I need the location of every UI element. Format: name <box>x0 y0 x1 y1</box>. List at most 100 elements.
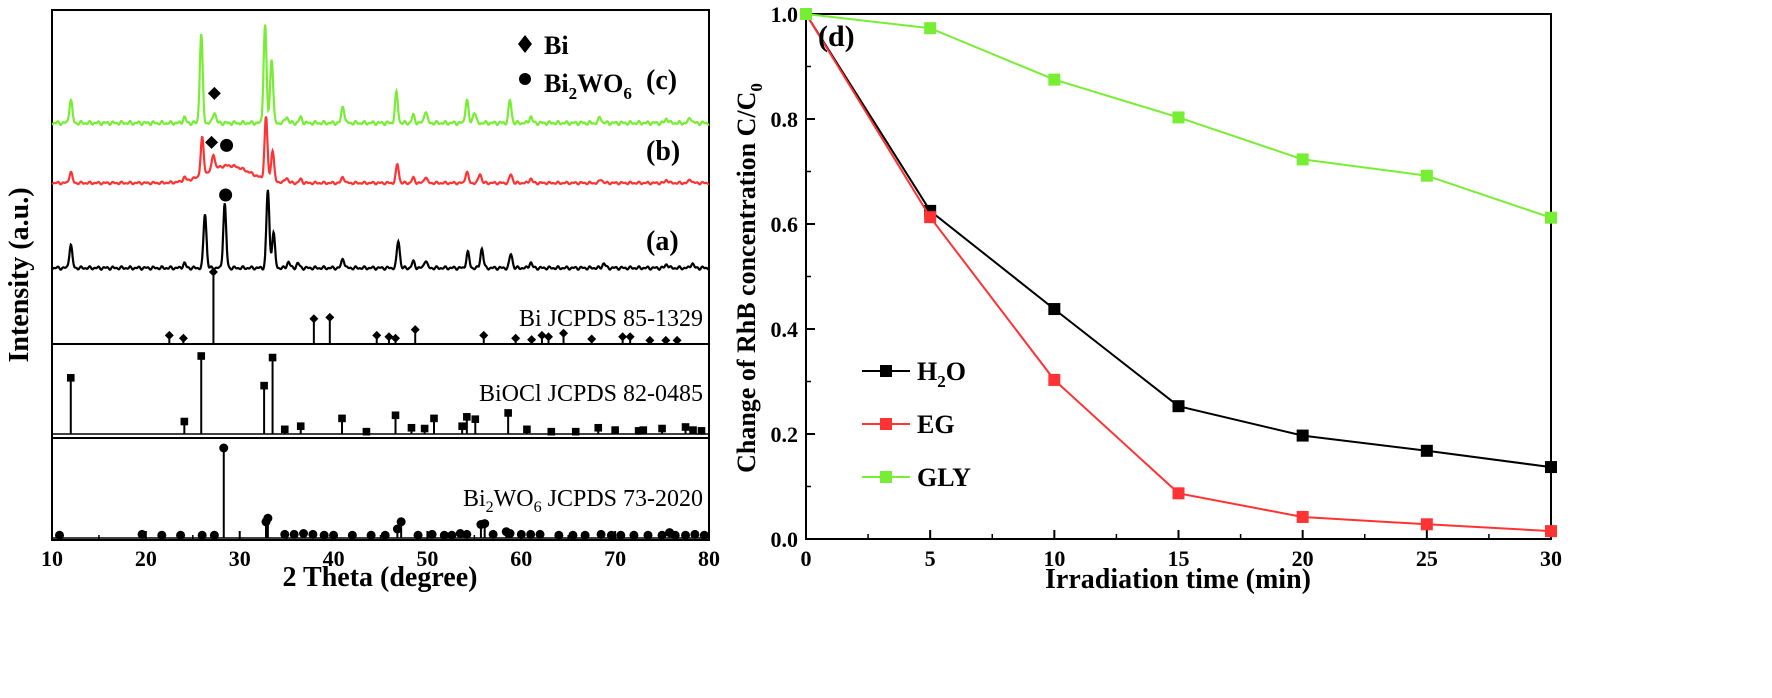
ref-marker-bi2wo6-18 <box>392 524 402 534</box>
ref-marker-bi-13 <box>544 332 554 342</box>
degradation-axis-ticks: 0 5 10 15 20 25 30 0.0 0.2 0.4 0.6 0.8 1.0 <box>771 2 1563 571</box>
ref-marker-bi2wo6-39 <box>616 530 626 540</box>
ref-marker-biocl-11 <box>420 424 429 433</box>
ref-marker-bi2wo6-42 <box>657 530 667 540</box>
ref-marker-bi2wo6-44 <box>670 530 680 540</box>
xrd-x-tick-label-80: 80 <box>698 546 720 571</box>
ref-marker-bi2wo6-12 <box>308 529 318 539</box>
xrd-x-tick-label-70: 70 <box>604 546 626 571</box>
xrd-x-ticks: 10 20 30 40 50 60 70 80 <box>41 531 720 571</box>
ref-marker-bi-14 <box>559 328 569 338</box>
data-point-H2O-15 <box>1172 400 1185 413</box>
ref-marker-biocl-5 <box>280 425 289 434</box>
ref-marker-bi-11 <box>527 335 537 345</box>
xrd-y-axis-title: Intensity (a.u.) <box>4 187 35 362</box>
xrd-panel: 10 20 30 40 50 60 70 80 2 Theta (degree) Intens… <box>4 9 720 593</box>
ref-marker-bi-20 <box>672 335 682 345</box>
ref-marker-bi2wo6-37 <box>596 529 606 539</box>
ref-marker-bi-18 <box>645 335 655 345</box>
data-point-GLY-0 <box>800 8 812 20</box>
ref-label-bi: Bi JCPDS 85-1329 <box>519 306 703 332</box>
y-tick-label-1.0: 1.0 <box>771 2 799 27</box>
ref-marker-bi2wo6-16 <box>366 530 376 540</box>
ref-marker-bi2wo6-14 <box>329 530 339 540</box>
ref-marker-bi-5 <box>372 330 382 340</box>
ref-marker-bi-3 <box>309 314 319 324</box>
ref-marker-bi2wo6-10 <box>289 529 299 539</box>
data-point-GLY-30 <box>1545 211 1557 224</box>
ref-marker-bi-19 <box>661 335 671 345</box>
x-tick-label-25: 25 <box>1416 546 1438 571</box>
data-point-EG-25 <box>1420 518 1433 531</box>
ref-marker-bi-9 <box>479 330 489 340</box>
legend-marker-GLY <box>880 471 892 483</box>
ref-marker-biocl-7 <box>338 414 346 423</box>
legend-label-EG: EG <box>917 410 955 439</box>
ref-marker-biocl-8 <box>362 427 371 436</box>
ref-marker-bi2wo6-8 <box>263 513 273 523</box>
data-point-GLY-5 <box>924 22 937 35</box>
ref-marker-bi-17 <box>625 332 635 342</box>
ref-marker-bi2wo6-47 <box>699 530 709 540</box>
ref-marker-bi-12 <box>537 330 547 340</box>
ref-marker-bi-1 <box>178 333 188 343</box>
phase-marker-dot-3 <box>219 188 233 202</box>
xrd-reference-patterns <box>52 267 709 540</box>
ref-label-biocl: BiOCl JCPDS 82-0485 <box>479 381 703 407</box>
ref-marker-bi2wo6-46 <box>690 529 700 539</box>
ref-marker-bi2wo6-30 <box>505 529 515 538</box>
data-point-GLY-25 <box>1420 169 1433 182</box>
data-point-EG-10 <box>1048 373 1061 386</box>
data-point-EG-15 <box>1172 487 1185 500</box>
ref-marker-bi2wo6-36 <box>580 530 590 540</box>
y-tick-label-0.2: 0.2 <box>771 422 799 447</box>
ref-marker-bi2wo6-24 <box>455 529 465 538</box>
degradation-plot-frame <box>805 13 1552 540</box>
xrd-x-tick-label-30: 30 <box>229 546 251 571</box>
ref-marker-biocl-14 <box>463 413 471 421</box>
degradation-series <box>800 8 1557 538</box>
ref-marker-biocl-0 <box>66 374 75 382</box>
xrd-x-tick-label-50: 50 <box>416 546 438 571</box>
ref-marker-bi2wo6-1 <box>137 529 147 539</box>
data-point-EG-30 <box>1545 525 1557 538</box>
legend-label-H2O: H2O <box>917 357 966 391</box>
ref-marker-bi-6 <box>384 332 394 342</box>
ref-label-bi2wo6: Bi2WO6 JCPDS 73-2020 <box>463 486 703 516</box>
ref-marker-bi-0 <box>164 330 174 340</box>
x-tick-label-15: 15 <box>1168 546 1190 571</box>
ref-marker-bi2wo6-40 <box>629 530 639 540</box>
ref-marker-bi2wo6-11 <box>299 529 309 538</box>
xrd-trace-a <box>51 189 710 271</box>
y-tick-label-0.4: 0.4 <box>771 317 799 342</box>
ref-marker-bi2wo6-6 <box>219 443 229 453</box>
ref-marker-bi2wo6-35 <box>568 530 578 540</box>
ref-marker-biocl-19 <box>571 427 580 436</box>
bi2wo6-legend-dot-icon <box>519 73 531 85</box>
xrd-traces <box>51 24 710 271</box>
ref-marker-biocl-17 <box>523 425 531 434</box>
ref-marker-biocl-16 <box>504 409 512 417</box>
ref-marker-bi2wo6-25 <box>462 529 472 539</box>
x-tick-label-5: 5 <box>925 546 936 571</box>
ref-marker-biocl-10 <box>407 423 416 432</box>
ref-marker-bi2wo6-19 <box>396 517 406 527</box>
ref-marker-bi2wo6-15 <box>347 530 357 540</box>
trace-label-c: (c) <box>646 65 677 96</box>
ref-marker-bi2wo6-13 <box>319 530 329 540</box>
ref-marker-bi2wo6-4 <box>197 530 207 540</box>
ref-marker-biocl-25 <box>681 423 690 431</box>
ref-marker-biocl-13 <box>458 422 466 430</box>
y-tick-label-0.6: 0.6 <box>771 212 799 237</box>
data-point-EG-5 <box>924 211 937 224</box>
ref-marker-bi2wo6-41 <box>643 530 653 540</box>
ref-marker-biocl-2 <box>197 352 206 360</box>
ref-marker-biocl-9 <box>391 411 400 420</box>
x-tick-label-20: 20 <box>1292 546 1314 571</box>
xrd-trace-b <box>51 116 710 186</box>
ref-marker-bi2wo6-34 <box>554 530 564 540</box>
ref-marker-bi2wo6-33 <box>535 529 545 539</box>
y-tick-label-0.8: 0.8 <box>771 107 799 132</box>
data-point-H2O-20 <box>1296 429 1309 442</box>
